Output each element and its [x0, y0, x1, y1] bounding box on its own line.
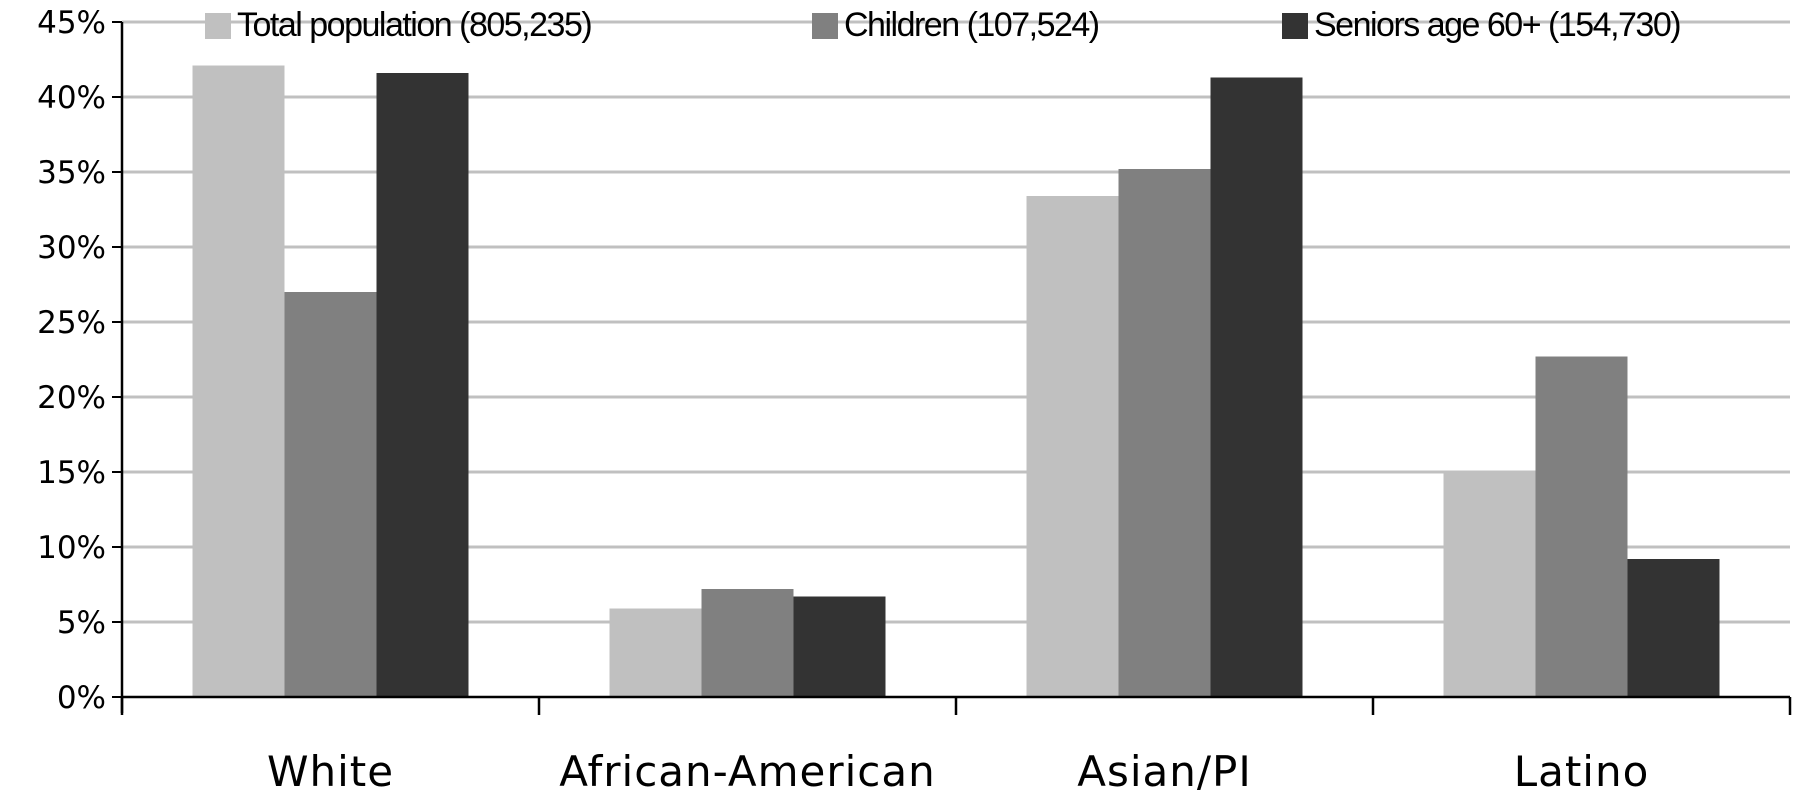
bar [1210, 77, 1303, 697]
bar [1026, 196, 1119, 697]
bar [376, 73, 469, 697]
x-category-label: Asian/PI [1077, 747, 1252, 796]
y-tick-label: 40% [37, 80, 106, 116]
bar [1118, 169, 1211, 697]
bar [284, 292, 377, 697]
legend-item-children: Children (107,524) [812, 6, 1100, 45]
legend-swatch-seniors [1282, 12, 1308, 39]
x-category-label: Latino [1514, 747, 1650, 796]
legend-swatch-total-population [205, 12, 231, 39]
legend-item-total-population: Total population (805,235) [205, 6, 593, 45]
y-tick-label: 45% [37, 5, 106, 41]
y-tick-label: 10% [37, 530, 106, 566]
y-tick-label: 5% [57, 605, 106, 641]
legend-label-children: Children (107,524) [844, 6, 1100, 44]
y-tick-label: 25% [37, 305, 106, 341]
bar [609, 608, 702, 697]
x-category-label: African-American [559, 747, 936, 796]
bars [192, 65, 1720, 697]
y-tick-label: 30% [37, 230, 106, 266]
y-tick-label: 0% [57, 680, 106, 716]
legend: Total population (805,235) Children (107… [0, 6, 1799, 46]
bar [1627, 559, 1720, 697]
legend-item-seniors: Seniors age 60+ (154,730) [1282, 6, 1682, 45]
bar [192, 65, 285, 697]
legend-swatch-children [812, 12, 838, 39]
x-category-label: White [267, 747, 394, 796]
axes [112, 21, 1792, 715]
legend-label-total-population: Total population (805,235) [237, 6, 593, 44]
y-tick-label: 20% [37, 380, 106, 416]
y-tick-label: 35% [37, 155, 106, 191]
bar [793, 596, 886, 697]
bar [1535, 356, 1628, 697]
legend-label-seniors: Seniors age 60+ (154,730) [1314, 6, 1682, 44]
y-tick-label: 15% [37, 455, 106, 491]
bar [701, 589, 794, 697]
axis-labels: 0% 5% 10% 15% 20% 25% 30% 35% 40% 45% White African… [37, 5, 1650, 796]
bar [1443, 470, 1536, 697]
